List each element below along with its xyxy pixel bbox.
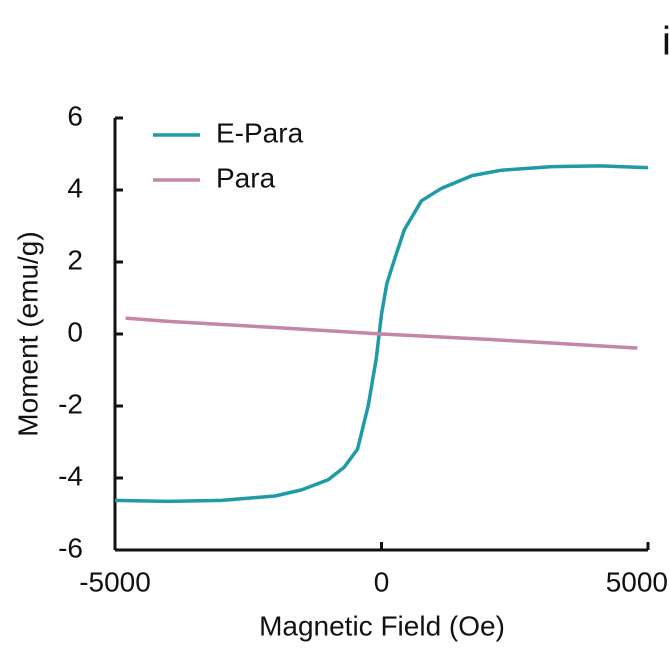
legend-label: Para	[216, 162, 276, 193]
y-tick-label: 2	[67, 244, 83, 275]
y-tick-label: 0	[67, 316, 83, 347]
series-line	[114, 164, 649, 504]
y-tick-label: -2	[58, 388, 83, 419]
y-axis-label: Moment (emu/g)	[12, 231, 43, 436]
x-axis-label: Magnetic Field (Oe)	[259, 610, 505, 641]
x-tick-label: 0	[374, 566, 390, 597]
y-tick-label: 4	[67, 172, 83, 203]
panel-label: i	[662, 20, 669, 64]
y-tick-label: -6	[58, 532, 83, 563]
legend-label: E-Para	[216, 117, 304, 148]
y-tick-label: -4	[58, 460, 83, 491]
x-tick-label: -5000	[79, 566, 151, 597]
y-tick-label: 6	[67, 100, 83, 131]
x-tick-label: 5000	[606, 566, 668, 597]
series-line	[125, 316, 638, 350]
